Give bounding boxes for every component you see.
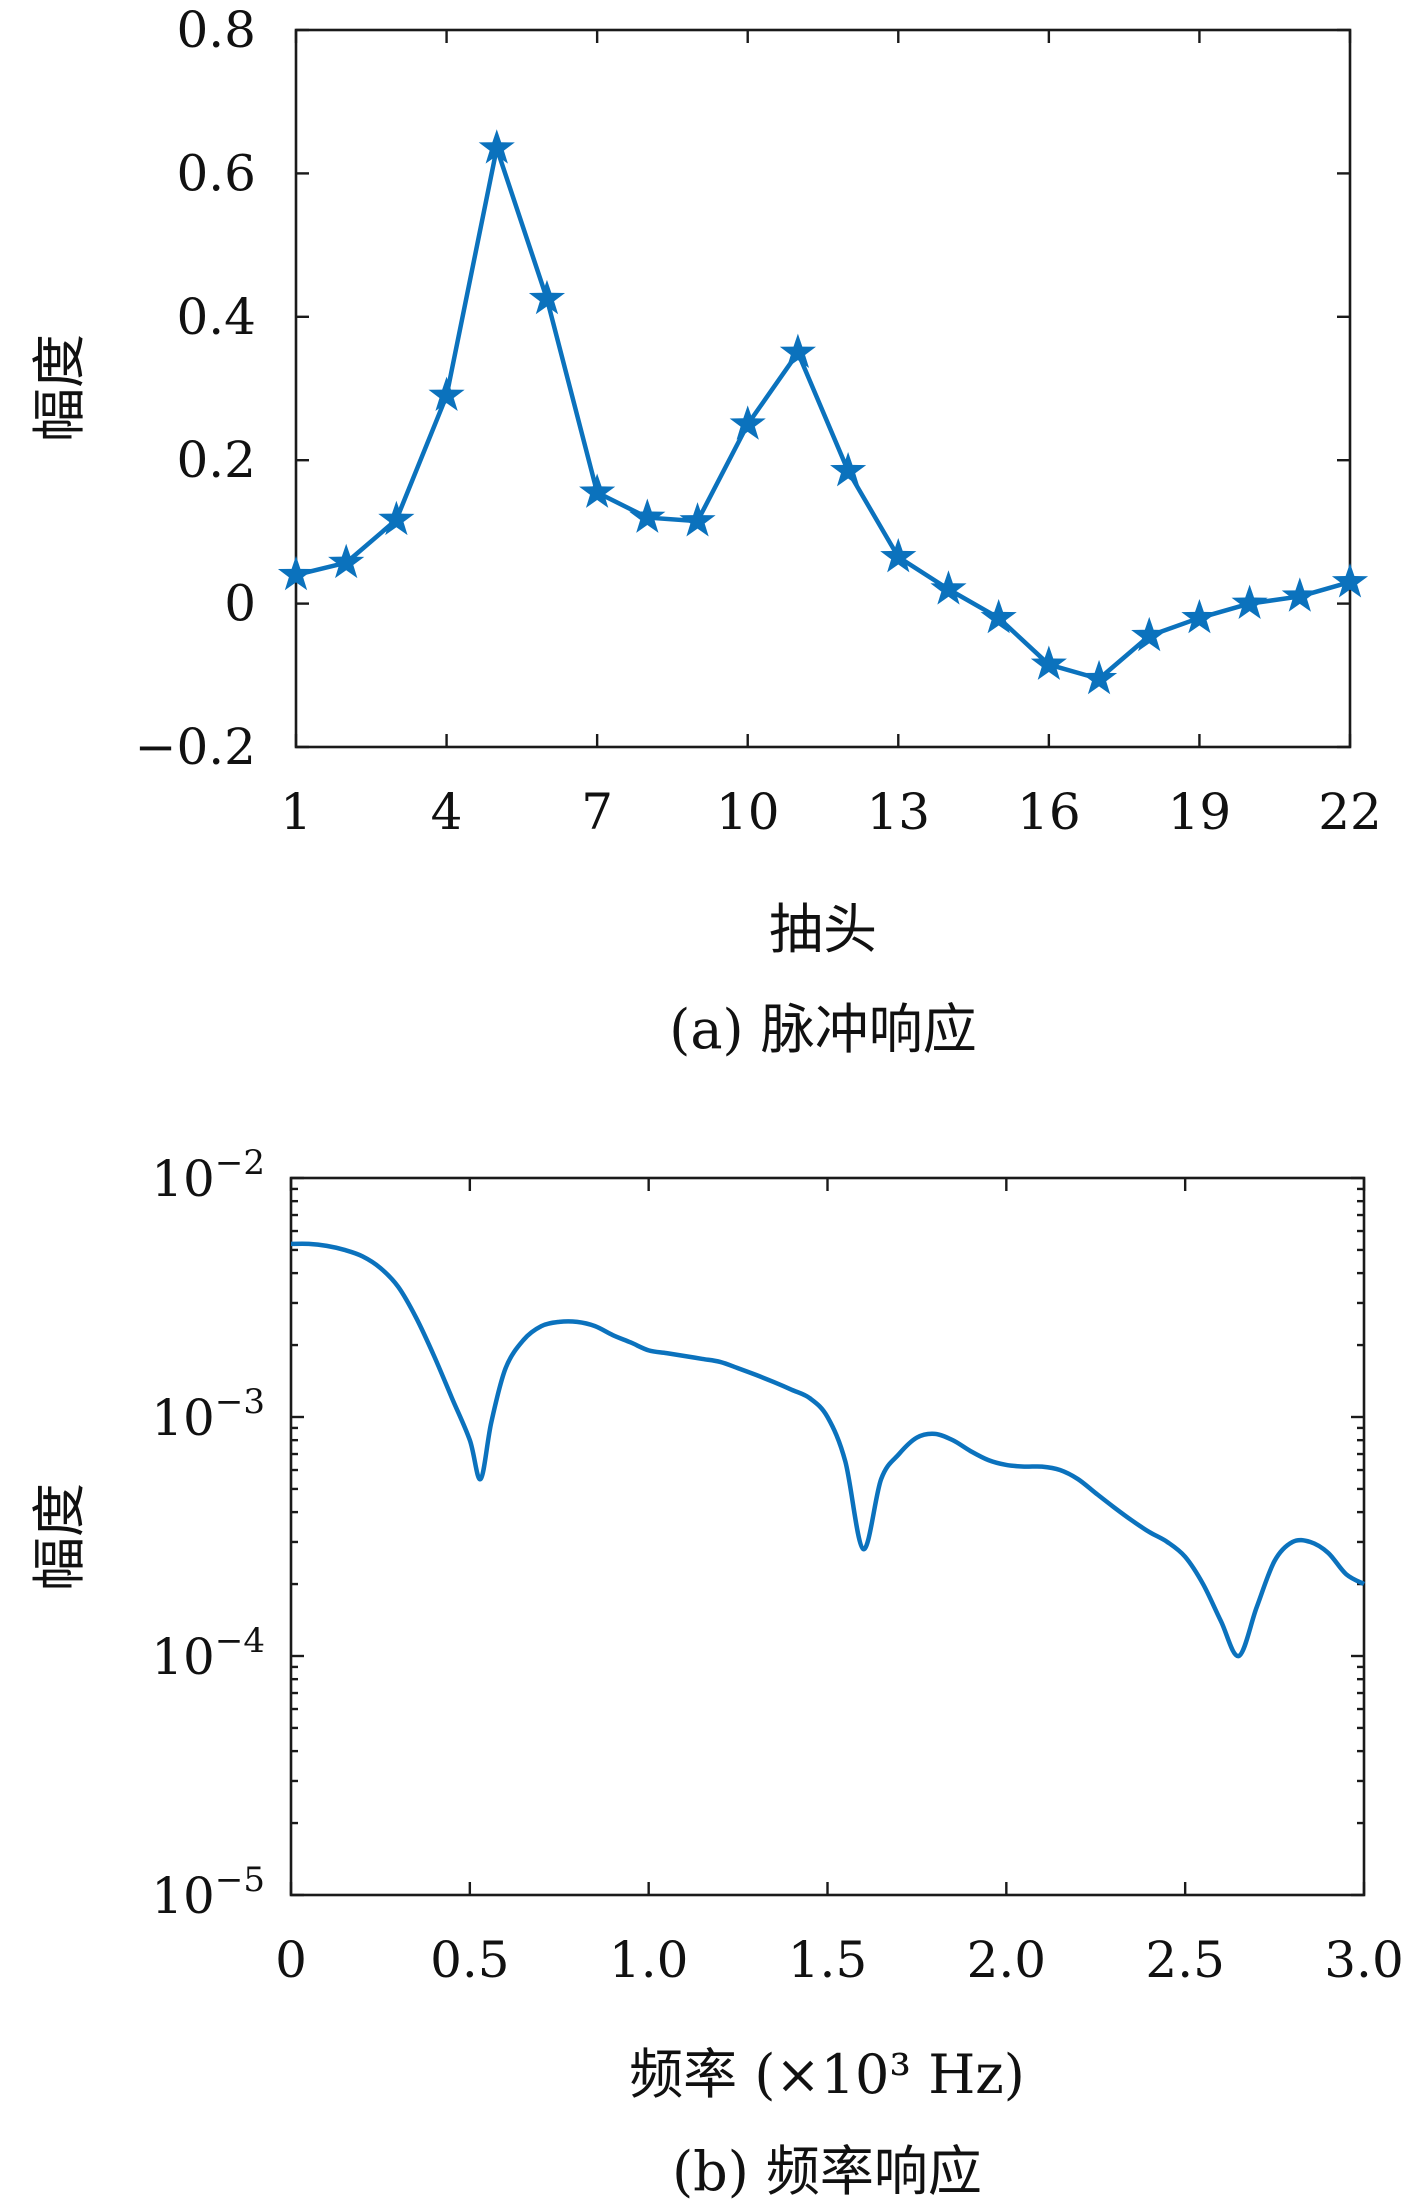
tick-marks-a [294,28,1352,749]
y-tick-label-a: 0.2 [176,431,256,489]
data-point-star [729,405,766,440]
y-tick-label-b: 10−2 [151,1143,265,1208]
data-point-star [830,451,867,487]
chart-frequency-response: 0 0.5 1.0 1.5 2.0 2.5 3.0 10−5 10−4 10−3 10−2 频率 … [28,1143,1404,2203]
data-point-star [1181,598,1218,634]
data-point-star [629,498,666,533]
data-point-star [930,570,967,605]
x-tick-label-b: 0 [275,1931,307,1989]
series-a [277,129,1369,695]
x-tick-label-a: 7 [581,783,613,841]
x-tick-label-b: 3.0 [1324,1931,1404,1989]
y-tick-label-a: 0.6 [176,144,256,202]
data-point-star [1030,645,1067,680]
y-tick-label-a: 0 [224,575,256,633]
y-tick-label-b: 10−3 [151,1382,265,1447]
series-line-a [295,146,1351,682]
caption-b: (b) 频率响应 [672,2140,982,2203]
y-axis-label-a: 幅度 [28,334,91,442]
x-axis-label-a: 抽头 [769,898,877,961]
x-tick-label-b: 0.5 [430,1931,510,1989]
data-point-star [1231,584,1268,619]
data-point-star [1331,563,1369,598]
data-point-star [679,502,716,537]
y-tick-label-a: 0.4 [176,288,256,346]
data-point-star [478,129,515,164]
data-point-star [1131,616,1168,652]
x-tick-label-b: 1.5 [788,1931,868,1989]
x-tick-label-a: 13 [866,783,930,841]
data-point-star [378,500,415,536]
data-point-star [980,598,1017,634]
plot-frame-b [289,1176,1366,1897]
y-tick-label-a: 0.8 [176,1,256,59]
x-tick-label-b: 2.0 [967,1931,1047,1989]
x-tick-labels-b: 0 0.5 1.0 1.5 2.0 2.5 3.0 [275,1931,1404,1989]
caption-a: (a) 脉冲响应 [669,998,977,1061]
x-tick-labels-a: 1 4 7 10 13 16 19 22 [280,783,1382,841]
x-tick-label-a: 22 [1318,783,1382,841]
plot-frame-a [294,28,1352,749]
x-tick-label-b: 1.0 [609,1931,689,1989]
series-b [290,1241,1366,1659]
y-tick-label-b: 10−4 [151,1621,265,1686]
y-tick-labels-b: 10−5 10−4 10−3 10−2 [151,1143,265,1925]
y-axis-label-b: 幅度 [28,1483,91,1591]
data-point-star [880,538,917,573]
x-tick-label-a: 1 [280,783,312,841]
x-tick-label-a: 16 [1017,783,1081,841]
series-line-b [290,1241,1366,1659]
x-tick-label-a: 19 [1168,783,1232,841]
chart-impulse-response: 1 4 7 10 13 16 19 22 −0.2 0 0.2 0.4 0.6 0.8 抽头 幅度 (a… [28,1,1382,1061]
x-tick-label-a: 4 [431,783,463,841]
data-point-star [1281,577,1318,612]
data-point-star [579,473,616,508]
data-point-star [528,279,566,315]
data-point-star [428,376,465,412]
y-tick-label-a: −0.2 [135,718,256,776]
data-point-star [277,555,315,591]
y-tick-labels-a: −0.2 0 0.2 0.4 0.6 0.8 [135,1,256,776]
x-tick-label-a: 10 [716,783,780,841]
data-point-star [1080,659,1118,695]
data-point-star [779,333,816,369]
x-tick-label-b: 2.5 [1145,1931,1225,1989]
data-point-star [328,543,365,579]
tick-marks-b [289,1176,1366,1897]
x-axis-label-b: 频率 (×10³ Hz) [629,2043,1025,2106]
y-tick-label-b: 10−5 [151,1860,265,1925]
